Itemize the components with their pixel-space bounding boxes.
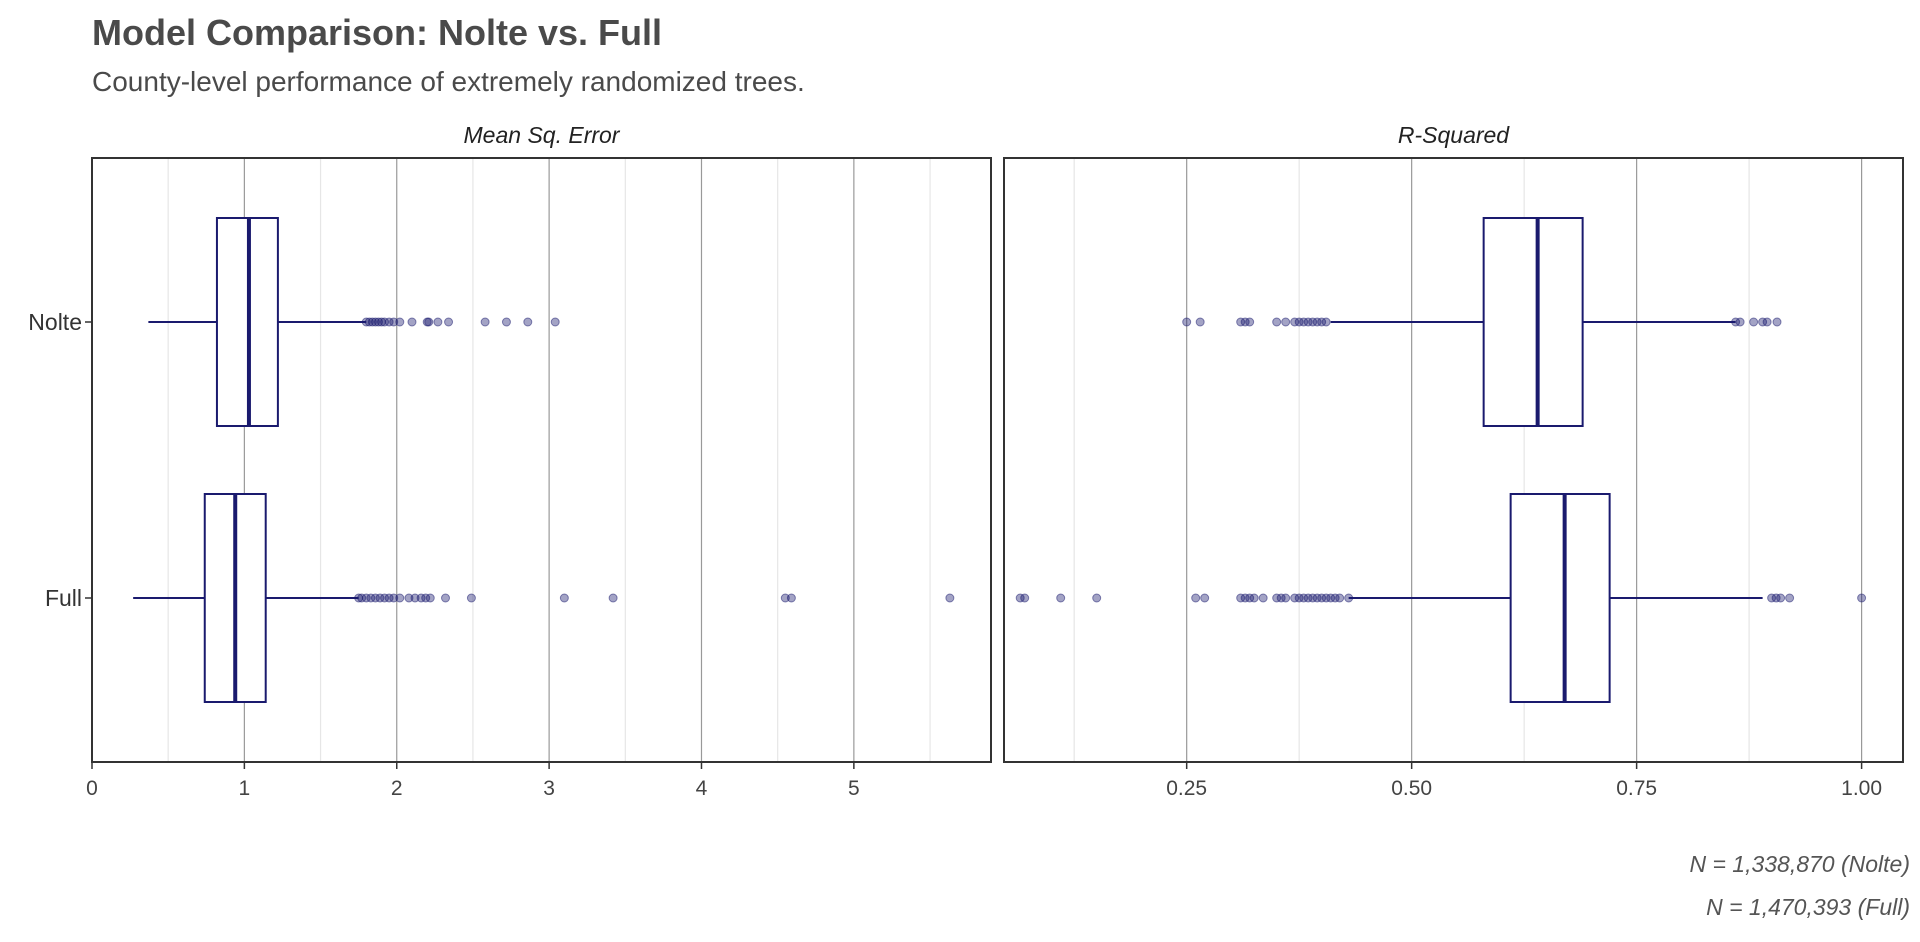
box-full-outlier-point <box>1776 593 1786 603</box>
box-nolte-outlier-point <box>480 317 490 327</box>
x-tick-label: 5 <box>848 777 860 800</box>
box-nolte-outlier-point <box>1321 317 1331 327</box>
box-nolte-outlier-point <box>1245 317 1255 327</box>
panel-r-squared: R-Squared 0.25 0.50 0.75 1.00 <box>1003 122 1904 800</box>
box-full-outlier-point <box>559 593 569 603</box>
box-full-outlier-point <box>404 593 414 603</box>
box-full-outlier-point <box>786 593 796 603</box>
y-category-label: Full <box>45 585 82 611</box>
box-nolte-outlier-point <box>407 317 417 327</box>
box-full-outlier-point <box>1857 593 1867 603</box>
caption-line-full: N = 1,470,393 (Full) <box>1706 894 1910 920</box>
box-nolte-outlier-point <box>501 317 511 327</box>
box-nolte-outlier-point <box>364 317 374 327</box>
chart-title: Model Comparison: Nolte vs. Full <box>92 12 662 53</box>
box-nolte-outlier-point <box>373 317 383 327</box>
box-full-outlier-point <box>375 593 385 603</box>
box-nolte-outlier-point <box>395 317 405 327</box>
box-full-outlier-point <box>361 593 371 603</box>
box-nolte-outlier-point <box>433 317 443 327</box>
x-tick-label: 2 <box>391 777 403 800</box>
box-nolte-outlier-point <box>384 317 394 327</box>
box-full-outlier-point <box>1200 593 1210 603</box>
box-full-outlier-point <box>1258 593 1268 603</box>
box-nolte-outlier-point <box>1772 317 1782 327</box>
x-tick-label: 0.25 <box>1166 777 1207 800</box>
box-nolte-outlier-point <box>1762 317 1772 327</box>
x-tick-label: 0.75 <box>1616 777 1657 800</box>
box-full-outlier-point <box>366 593 376 603</box>
box-nolte-outlier-point <box>1749 317 1759 327</box>
box-full-outlier-point <box>410 593 420 603</box>
box-nolte-iqr <box>1482 217 1584 427</box>
box-full-iqr <box>1509 493 1611 703</box>
box-nolte-outlier-point <box>1272 317 1282 327</box>
box-full-outlier-point <box>466 593 476 603</box>
box-nolte-outlier-point <box>550 317 560 327</box>
box-full-outlier-point <box>1335 593 1345 603</box>
box-full-outlier-point <box>416 593 426 603</box>
box-full-outlier-point <box>425 593 435 603</box>
x-tick-label: 3 <box>543 777 555 800</box>
panel-border <box>1003 157 1904 763</box>
box-full-outlier-point <box>441 593 451 603</box>
chart-subtitle: County-level performance of extremely ra… <box>92 66 805 97</box>
box-nolte-outlier-point <box>1281 317 1291 327</box>
panel-border <box>91 157 992 763</box>
box-nolte-outlier-point <box>1195 317 1205 327</box>
box-full-outlier-point <box>380 593 390 603</box>
panel-strip-label: Mean Sq. Error <box>464 122 621 148</box>
box-nolte-outlier-point <box>367 317 377 327</box>
box-full-outlier-point <box>1092 593 1102 603</box>
box-full-outlier-point <box>780 593 790 603</box>
box-nolte-outlier-point <box>380 317 390 327</box>
box-full-outlier-point <box>357 593 367 603</box>
x-tick-label: 4 <box>696 777 708 800</box>
box-full-outlier-point <box>395 593 405 603</box>
panel-mean-sq-error: Mean Sq. Error 0 1 2 3 4 5 Nolte Full <box>28 122 992 800</box>
x-tick-label: 1.00 <box>1841 777 1882 800</box>
x-tick-label: 1 <box>239 777 251 800</box>
box-full-outlier-point <box>1785 593 1795 603</box>
box-nolte-outlier-point <box>444 317 454 327</box>
box-full-outlier-point <box>370 593 380 603</box>
box-full-outlier-point <box>1281 593 1291 603</box>
box-full-outlier-point <box>608 593 618 603</box>
box-full-outlier-point <box>1056 593 1066 603</box>
box-full-outlier-point <box>1191 593 1201 603</box>
box-full-outlier-point <box>421 593 431 603</box>
x-tick-label: 0 <box>86 777 98 800</box>
caption-line-nolte: N = 1,338,870 (Nolte) <box>1689 851 1910 877</box>
box-nolte-outlier-point <box>1182 317 1192 327</box>
box-nolte-outlier-point <box>1735 317 1745 327</box>
box-full-outlier-point <box>1249 593 1259 603</box>
box-nolte-outlier-point <box>424 317 434 327</box>
box-nolte-outlier-point <box>389 317 399 327</box>
box-full-outlier-point <box>945 593 955 603</box>
x-tick-label: 0.50 <box>1391 777 1432 800</box>
box-nolte-outlier-point <box>370 317 380 327</box>
box-full-outlier-point <box>384 593 394 603</box>
box-nolte-outlier-point <box>361 317 371 327</box>
y-category-label: Nolte <box>28 309 82 335</box>
box-full-outlier-point <box>1344 593 1354 603</box>
box-nolte-outlier-point <box>523 317 533 327</box>
box-full-outlier-point <box>389 593 399 603</box>
panel-strip-label: R-Squared <box>1398 122 1510 148</box>
box-full-outlier-point <box>1020 593 1030 603</box>
